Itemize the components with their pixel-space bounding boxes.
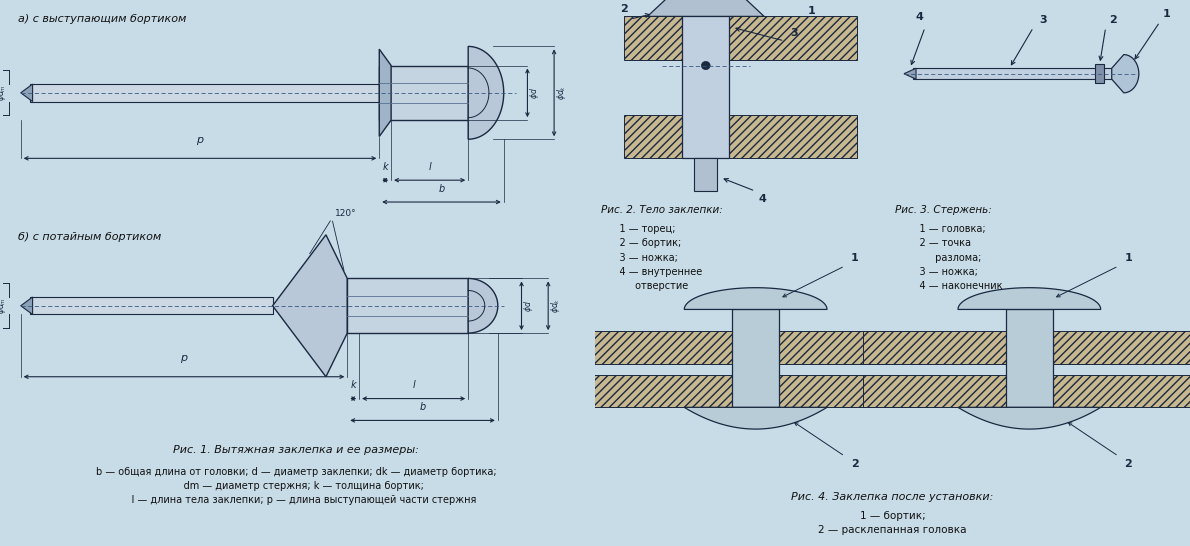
Text: 3: 3 (1040, 15, 1047, 25)
Text: 1: 1 (1125, 253, 1133, 263)
Text: 1: 1 (808, 7, 815, 16)
Text: Рис. 4. Заклепка после установки:: Рис. 4. Заклепка после установки: (791, 491, 994, 502)
Text: p: p (196, 135, 203, 145)
Polygon shape (863, 331, 1190, 364)
Text: 2: 2 (851, 459, 859, 469)
Text: 1: 1 (1163, 9, 1171, 19)
Text: b: b (438, 184, 445, 194)
Text: b: b (419, 402, 426, 412)
Polygon shape (913, 68, 1111, 79)
Text: Рис. 3. Стержень:: Рис. 3. Стержень: (895, 205, 991, 215)
Polygon shape (863, 375, 1190, 407)
Polygon shape (958, 407, 1101, 429)
Text: $\phi d_m$: $\phi d_m$ (0, 298, 8, 314)
Text: 2: 2 (1125, 459, 1133, 469)
Polygon shape (1006, 310, 1053, 407)
Text: k: k (350, 381, 356, 390)
Text: l: l (412, 381, 415, 390)
Text: 120°: 120° (334, 209, 357, 218)
Text: б) с потайным бортиком: б) с потайным бортиком (18, 232, 161, 242)
Text: 4: 4 (915, 12, 923, 22)
Text: $\phi d_m$: $\phi d_m$ (0, 85, 8, 101)
Polygon shape (589, 375, 922, 407)
Text: а) с выступающим бортиком: а) с выступающим бортиком (18, 14, 186, 23)
Polygon shape (468, 278, 497, 333)
Text: $\phi d_k$: $\phi d_k$ (555, 85, 568, 100)
Polygon shape (624, 115, 857, 158)
Text: k: k (382, 162, 388, 172)
Text: b — общая длина от головки; d — диаметр заклепки; dk — диаметр бортика;
     dm : b — общая длина от головки; d — диаметр … (96, 467, 496, 505)
Polygon shape (20, 297, 32, 314)
Polygon shape (347, 278, 468, 333)
Polygon shape (380, 66, 468, 120)
Text: p: p (181, 353, 188, 363)
Polygon shape (684, 288, 827, 310)
Text: Рис. 1. Вытяжная заклепка и ее размеры:: Рис. 1. Вытяжная заклепка и ее размеры: (174, 445, 419, 455)
Circle shape (701, 61, 710, 70)
Text: 1 — головка;
    2 — точка
         разлома;
    3 — ножка;
    4 — наконечник: 1 — головка; 2 — точка разлома; 3 — ножк… (907, 224, 1002, 292)
Polygon shape (589, 331, 922, 364)
Polygon shape (958, 288, 1101, 310)
Polygon shape (624, 16, 857, 60)
Polygon shape (694, 158, 718, 191)
Polygon shape (30, 297, 273, 314)
Polygon shape (273, 235, 347, 377)
Polygon shape (380, 49, 392, 136)
Polygon shape (683, 16, 729, 158)
Text: 1: 1 (851, 253, 859, 263)
Polygon shape (1111, 55, 1139, 93)
Text: $\phi d$: $\phi d$ (528, 87, 541, 99)
Polygon shape (20, 84, 32, 102)
Polygon shape (732, 310, 779, 407)
Text: 3: 3 (790, 28, 798, 38)
Text: 2: 2 (1109, 15, 1116, 25)
Polygon shape (684, 407, 827, 429)
Polygon shape (468, 46, 503, 139)
Text: l: l (428, 162, 431, 172)
Text: $\phi d$: $\phi d$ (522, 300, 536, 312)
Text: 2: 2 (620, 4, 628, 14)
Polygon shape (1095, 64, 1104, 83)
Polygon shape (904, 68, 916, 79)
Text: 1 — торец;
    2 — бортик;
    3 — ножка;
    4 — внутреннее
         отверстие: 1 — торец; 2 — бортик; 3 — ножка; 4 — вн… (607, 224, 702, 292)
Text: Рис. 2. Тело заклепки:: Рис. 2. Тело заклепки: (601, 205, 722, 215)
Polygon shape (30, 84, 380, 102)
Text: 1 — бортик;
2 — расклепанная головка: 1 — бортик; 2 — расклепанная головка (819, 511, 966, 536)
Polygon shape (647, 0, 764, 16)
Text: 4: 4 (758, 194, 766, 204)
Text: $\phi d_k$: $\phi d_k$ (549, 298, 562, 313)
